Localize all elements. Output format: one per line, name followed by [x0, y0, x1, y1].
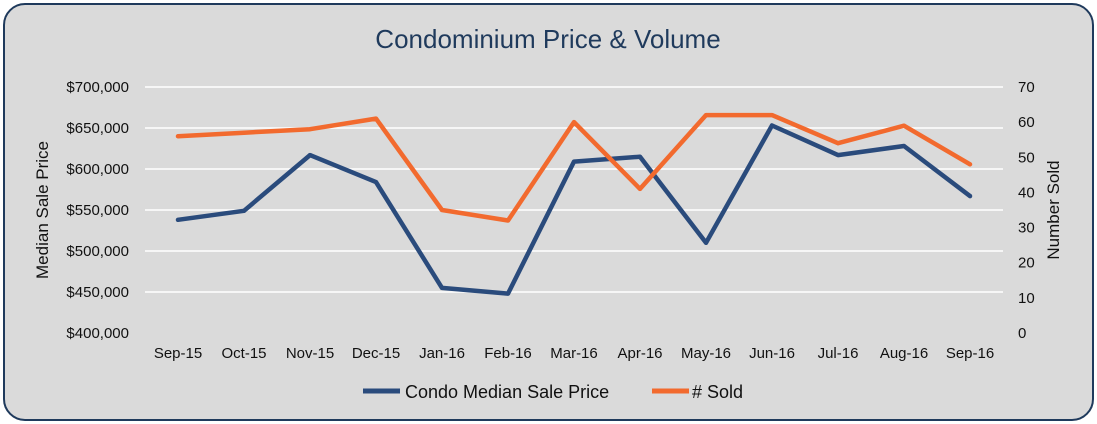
data-point-sold — [176, 134, 180, 139]
x-tick-label: Apr-16 — [617, 345, 662, 362]
y2-axis-title: Number Sold — [1044, 160, 1063, 259]
y-tick-label: $400,000 — [66, 325, 129, 342]
data-point-sold — [704, 113, 708, 118]
y2-tick-label: 0 — [1018, 325, 1026, 342]
x-tick-label: Dec-15 — [352, 345, 400, 362]
data-point-sold — [902, 123, 906, 128]
y-axis-ticks: $400,000 $450,000 $500,000 $550,000 $600,000… — [66, 79, 129, 342]
series-lines — [175, 112, 973, 296]
x-tick-label: Aug-16 — [880, 345, 928, 362]
data-point-sold — [770, 113, 774, 118]
x-tick-label: Mar-16 — [550, 345, 598, 362]
data-point-sold — [308, 127, 312, 132]
y2-tick-label: 20 — [1018, 255, 1035, 272]
data-point-condo-median-sale-price — [506, 291, 510, 296]
data-point-sold — [374, 116, 378, 121]
y-tick-label: $700,000 — [66, 79, 129, 96]
data-point-condo-median-sale-price — [176, 217, 180, 222]
x-tick-label: Jul-16 — [818, 345, 859, 362]
legend-label-condo-median-sale-price: Condo Median Sale Price — [405, 382, 609, 402]
legend: Condo Median Sale Price # Sold — [363, 382, 743, 402]
data-point-sold — [440, 208, 444, 212]
y2-tick-label: 40 — [1018, 184, 1035, 201]
x-tick-label: Sep-15 — [154, 345, 202, 362]
data-point-condo-median-sale-price — [572, 159, 576, 164]
data-point-condo-median-sale-price — [770, 123, 774, 128]
y2-tick-label: 50 — [1018, 149, 1035, 166]
y-tick-label: $600,000 — [66, 161, 129, 178]
data-point-condo-median-sale-price — [242, 208, 246, 213]
data-point-sold — [572, 120, 576, 125]
gridlines — [145, 86, 1003, 293]
chart-title: Condominium Price & Volume — [375, 24, 720, 54]
x-tick-label: May-16 — [681, 345, 731, 362]
y2-tick-label: 60 — [1018, 114, 1035, 131]
x-tick-label: Nov-15 — [286, 345, 334, 362]
data-point-sold — [836, 141, 840, 146]
data-point-condo-median-sale-price — [440, 285, 444, 290]
data-point-condo-median-sale-price — [704, 240, 708, 245]
x-tick-label: Jan-16 — [419, 345, 465, 362]
y-tick-label: $550,000 — [66, 202, 129, 219]
y2-tick-label: 70 — [1018, 79, 1035, 96]
data-point-condo-median-sale-price — [638, 154, 642, 159]
x-axis-ticks: Sep-15 Oct-15 Nov-15 Dec-15 Jan-16 Feb-16 Mar-… — [154, 345, 994, 362]
y-tick-label: $650,000 — [66, 120, 129, 137]
data-point-sold — [968, 162, 972, 167]
y2-tick-label: 10 — [1018, 290, 1035, 307]
y2-axis-ticks: 0 10 20 30 40 50 60 70 — [1018, 79, 1035, 342]
x-tick-label: Feb-16 — [484, 345, 532, 362]
legend-label-number-sold: # Sold — [692, 382, 743, 402]
data-point-sold — [638, 186, 642, 191]
data-point-sold — [506, 218, 510, 223]
data-point-condo-median-sale-price — [308, 153, 312, 158]
y-tick-label: $500,000 — [66, 243, 129, 260]
x-tick-label: Jun-16 — [749, 345, 795, 362]
data-point-condo-median-sale-price — [902, 144, 906, 149]
y-tick-label: $450,000 — [66, 284, 129, 301]
data-point-condo-median-sale-price — [836, 153, 840, 158]
x-tick-label: Oct-15 — [221, 345, 266, 362]
data-point-condo-median-sale-price — [374, 180, 378, 185]
y2-tick-label: 30 — [1018, 220, 1035, 237]
data-point-condo-median-sale-price — [968, 194, 972, 199]
y-axis-title: Median Sale Price — [33, 141, 52, 279]
data-point-sold — [242, 130, 246, 135]
x-tick-label: Sep-16 — [946, 345, 994, 362]
